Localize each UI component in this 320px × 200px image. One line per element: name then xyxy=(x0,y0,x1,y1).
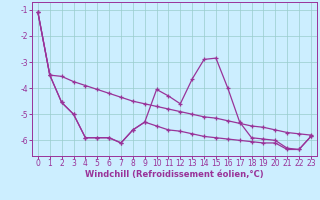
X-axis label: Windchill (Refroidissement éolien,°C): Windchill (Refroidissement éolien,°C) xyxy=(85,170,264,179)
